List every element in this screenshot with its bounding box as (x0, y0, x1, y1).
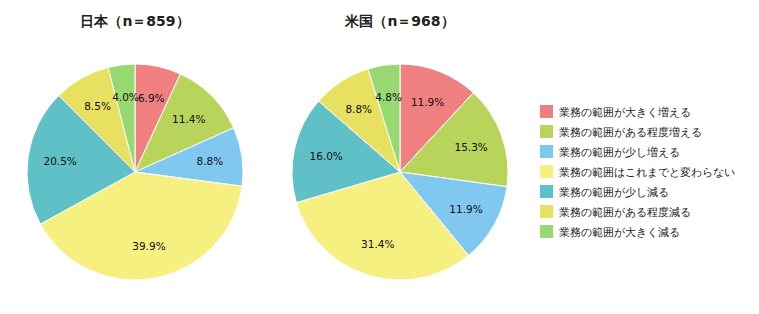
data-label: 20.5% (43, 155, 76, 167)
legend-entry: 業務の範囲が少し増える (559, 146, 680, 159)
pie: 米国（n＝968） (292, 13, 508, 280)
legend: 業務の範囲が大きく増える業務の範囲がある程度増える業務の範囲が少し増える業務の範… (540, 105, 735, 239)
data-label: 8.8% (196, 155, 223, 167)
legend-entry: 業務の範囲が大きく増える (559, 106, 691, 119)
data-label: 4.0% (112, 91, 139, 103)
chart: 日本（n＝859） 6.9% 11.4% 8.8% 39.9% 20.5% 8.5%4.0%… (0, 0, 759, 314)
data-label: 6.9% (138, 92, 165, 104)
pie: 日本（n＝859） (27, 13, 243, 280)
data-label: 11.9% (449, 203, 482, 215)
legend-swatch (540, 225, 553, 238)
legend-swatch (540, 205, 553, 218)
legend-entry: 業務の範囲がある程度増える (559, 126, 702, 139)
data-label: 8.5% (84, 100, 111, 112)
legend-swatch (540, 145, 553, 158)
legend-entry: 業務の範囲はこれまでと変わらない (559, 166, 735, 179)
data-label: 4.8% (375, 91, 402, 103)
legend-swatch (540, 105, 553, 118)
slice (368, 64, 400, 172)
data-label: 39.9% (132, 240, 165, 252)
data-label: 15.3% (454, 141, 487, 153)
data-label: 8.8% (345, 103, 372, 115)
title: 米国（n＝968） (344, 13, 454, 29)
slice (400, 93, 508, 187)
data-label: 31.4% (361, 238, 394, 250)
title: 日本（n＝859） (80, 13, 189, 29)
legend-entry: 業務の範囲がある程度減る (559, 206, 691, 219)
data-label: 16.0% (309, 150, 342, 162)
legend-swatch (540, 125, 553, 138)
slice (108, 64, 135, 172)
legend-entry: 業務の範囲が大きく減る (559, 226, 680, 239)
data-label: 11.4% (172, 113, 205, 125)
legend-entry: 業務の範囲が少し減る (559, 186, 669, 199)
legend-swatch (540, 165, 553, 178)
data-label: 11.9% (411, 96, 444, 108)
legend-swatch (540, 185, 553, 198)
